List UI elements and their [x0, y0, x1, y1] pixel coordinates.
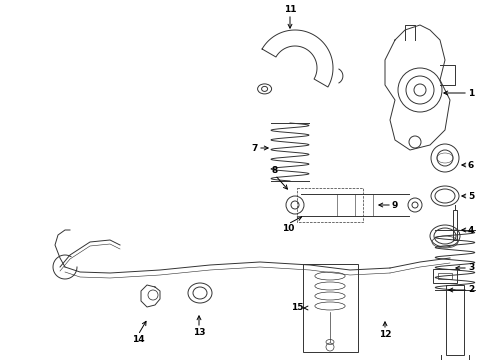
Text: 9: 9: [392, 201, 398, 210]
Text: 12: 12: [379, 330, 391, 339]
Bar: [297, 188, 364, 222]
Bar: [446, 285, 464, 355]
Text: 4: 4: [468, 225, 474, 234]
Text: 15: 15: [292, 303, 304, 312]
Bar: [433, 269, 457, 283]
Bar: [302, 264, 358, 352]
Text: 13: 13: [193, 328, 205, 337]
Text: 2: 2: [468, 285, 474, 294]
Text: 5: 5: [468, 192, 474, 201]
Bar: [453, 210, 457, 240]
Text: 10: 10: [282, 224, 294, 233]
Text: 6: 6: [468, 161, 474, 170]
Text: 1: 1: [468, 89, 474, 98]
Text: 11: 11: [284, 5, 296, 14]
Text: 14: 14: [132, 335, 145, 344]
Text: 3: 3: [468, 264, 474, 273]
Bar: [438, 273, 452, 279]
Text: 8: 8: [272, 166, 278, 175]
Text: 7: 7: [252, 144, 258, 153]
